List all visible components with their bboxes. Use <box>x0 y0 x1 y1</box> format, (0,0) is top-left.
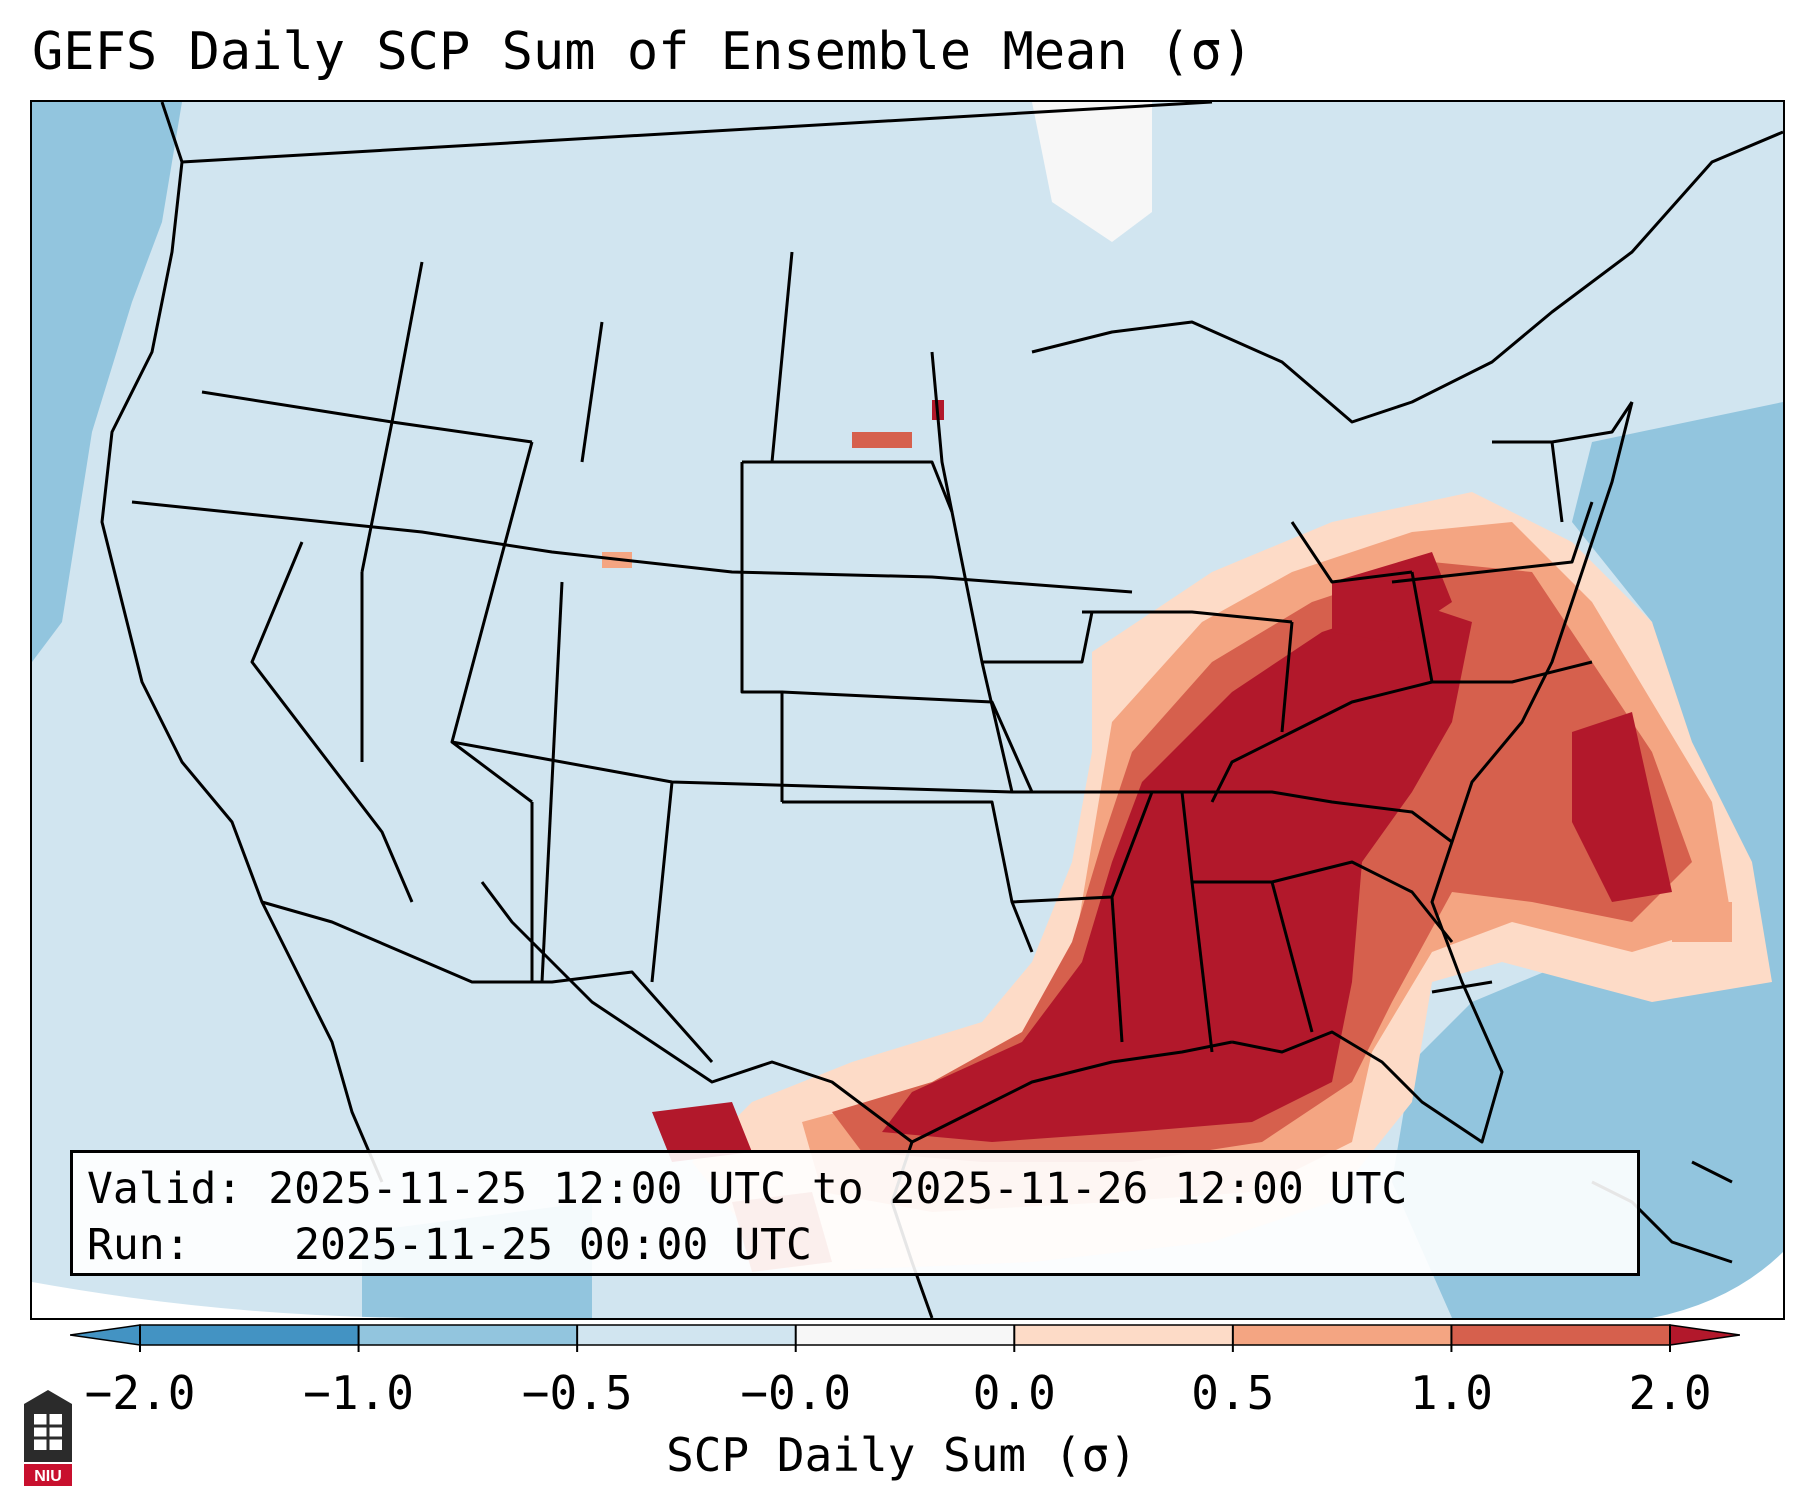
map-panel: Valid: 2025-11-25 12:00 UTC to 2025-11-2… <box>30 100 1785 1320</box>
colorbar-tick-label: −0.5 <box>521 1366 633 1420</box>
valid-run-info-box: Valid: 2025-11-25 12:00 UTC to 2025-11-2… <box>70 1150 1640 1276</box>
colorbar-tick-label: 0.5 <box>1191 1366 1275 1420</box>
logo-text: NIU <box>34 1468 62 1485</box>
colorbar-band <box>140 1325 359 1345</box>
run-row: Run: 2025-11-25 00:00 UTC <box>87 1217 1623 1273</box>
colorbar-band <box>1232 1325 1452 1345</box>
university-building-icon: NIU <box>20 1390 76 1490</box>
colorbar-band <box>358 1325 578 1345</box>
colorbar-tick-label: 0.0 <box>972 1366 1056 1420</box>
boundaries <box>100 102 1783 1318</box>
colorbar-tick-label: 1.0 <box>1409 1366 1493 1420</box>
run-label: Run: <box>87 1220 191 1270</box>
colorbar-extend-low <box>70 1324 141 1346</box>
colorbar-extend-high <box>1669 1324 1740 1346</box>
colorbar <box>70 1324 1740 1352</box>
valid-label: Valid: <box>87 1164 243 1214</box>
run-value: 2025-11-25 00:00 UTC <box>294 1220 812 1270</box>
colorbar-tick-label: −0.0 <box>740 1366 852 1420</box>
colorbar-segments <box>70 1324 1740 1352</box>
colorbar-band <box>1014 1325 1233 1345</box>
colorbar-band <box>577 1325 796 1345</box>
valid-row: Valid: 2025-11-25 12:00 UTC to 2025-11-2… <box>87 1161 1623 1217</box>
chart-title: GEFS Daily SCP Sum of Ensemble Mean (σ) <box>32 22 1253 82</box>
colorbar-tick-label: 2.0 <box>1628 1366 1712 1420</box>
colorbar-band <box>795 1325 1015 1345</box>
colorbar-band <box>1451 1325 1670 1345</box>
map-svg <box>32 102 1783 1318</box>
colorbar-tick-label: −2.0 <box>84 1366 196 1420</box>
colorbar-tick-label: −1.0 <box>303 1366 414 1420</box>
valid-value: 2025-11-25 12:00 UTC to 2025-11-26 12:00… <box>268 1164 1408 1214</box>
colorbar-label: SCP Daily Sum (σ) <box>666 1428 1137 1482</box>
